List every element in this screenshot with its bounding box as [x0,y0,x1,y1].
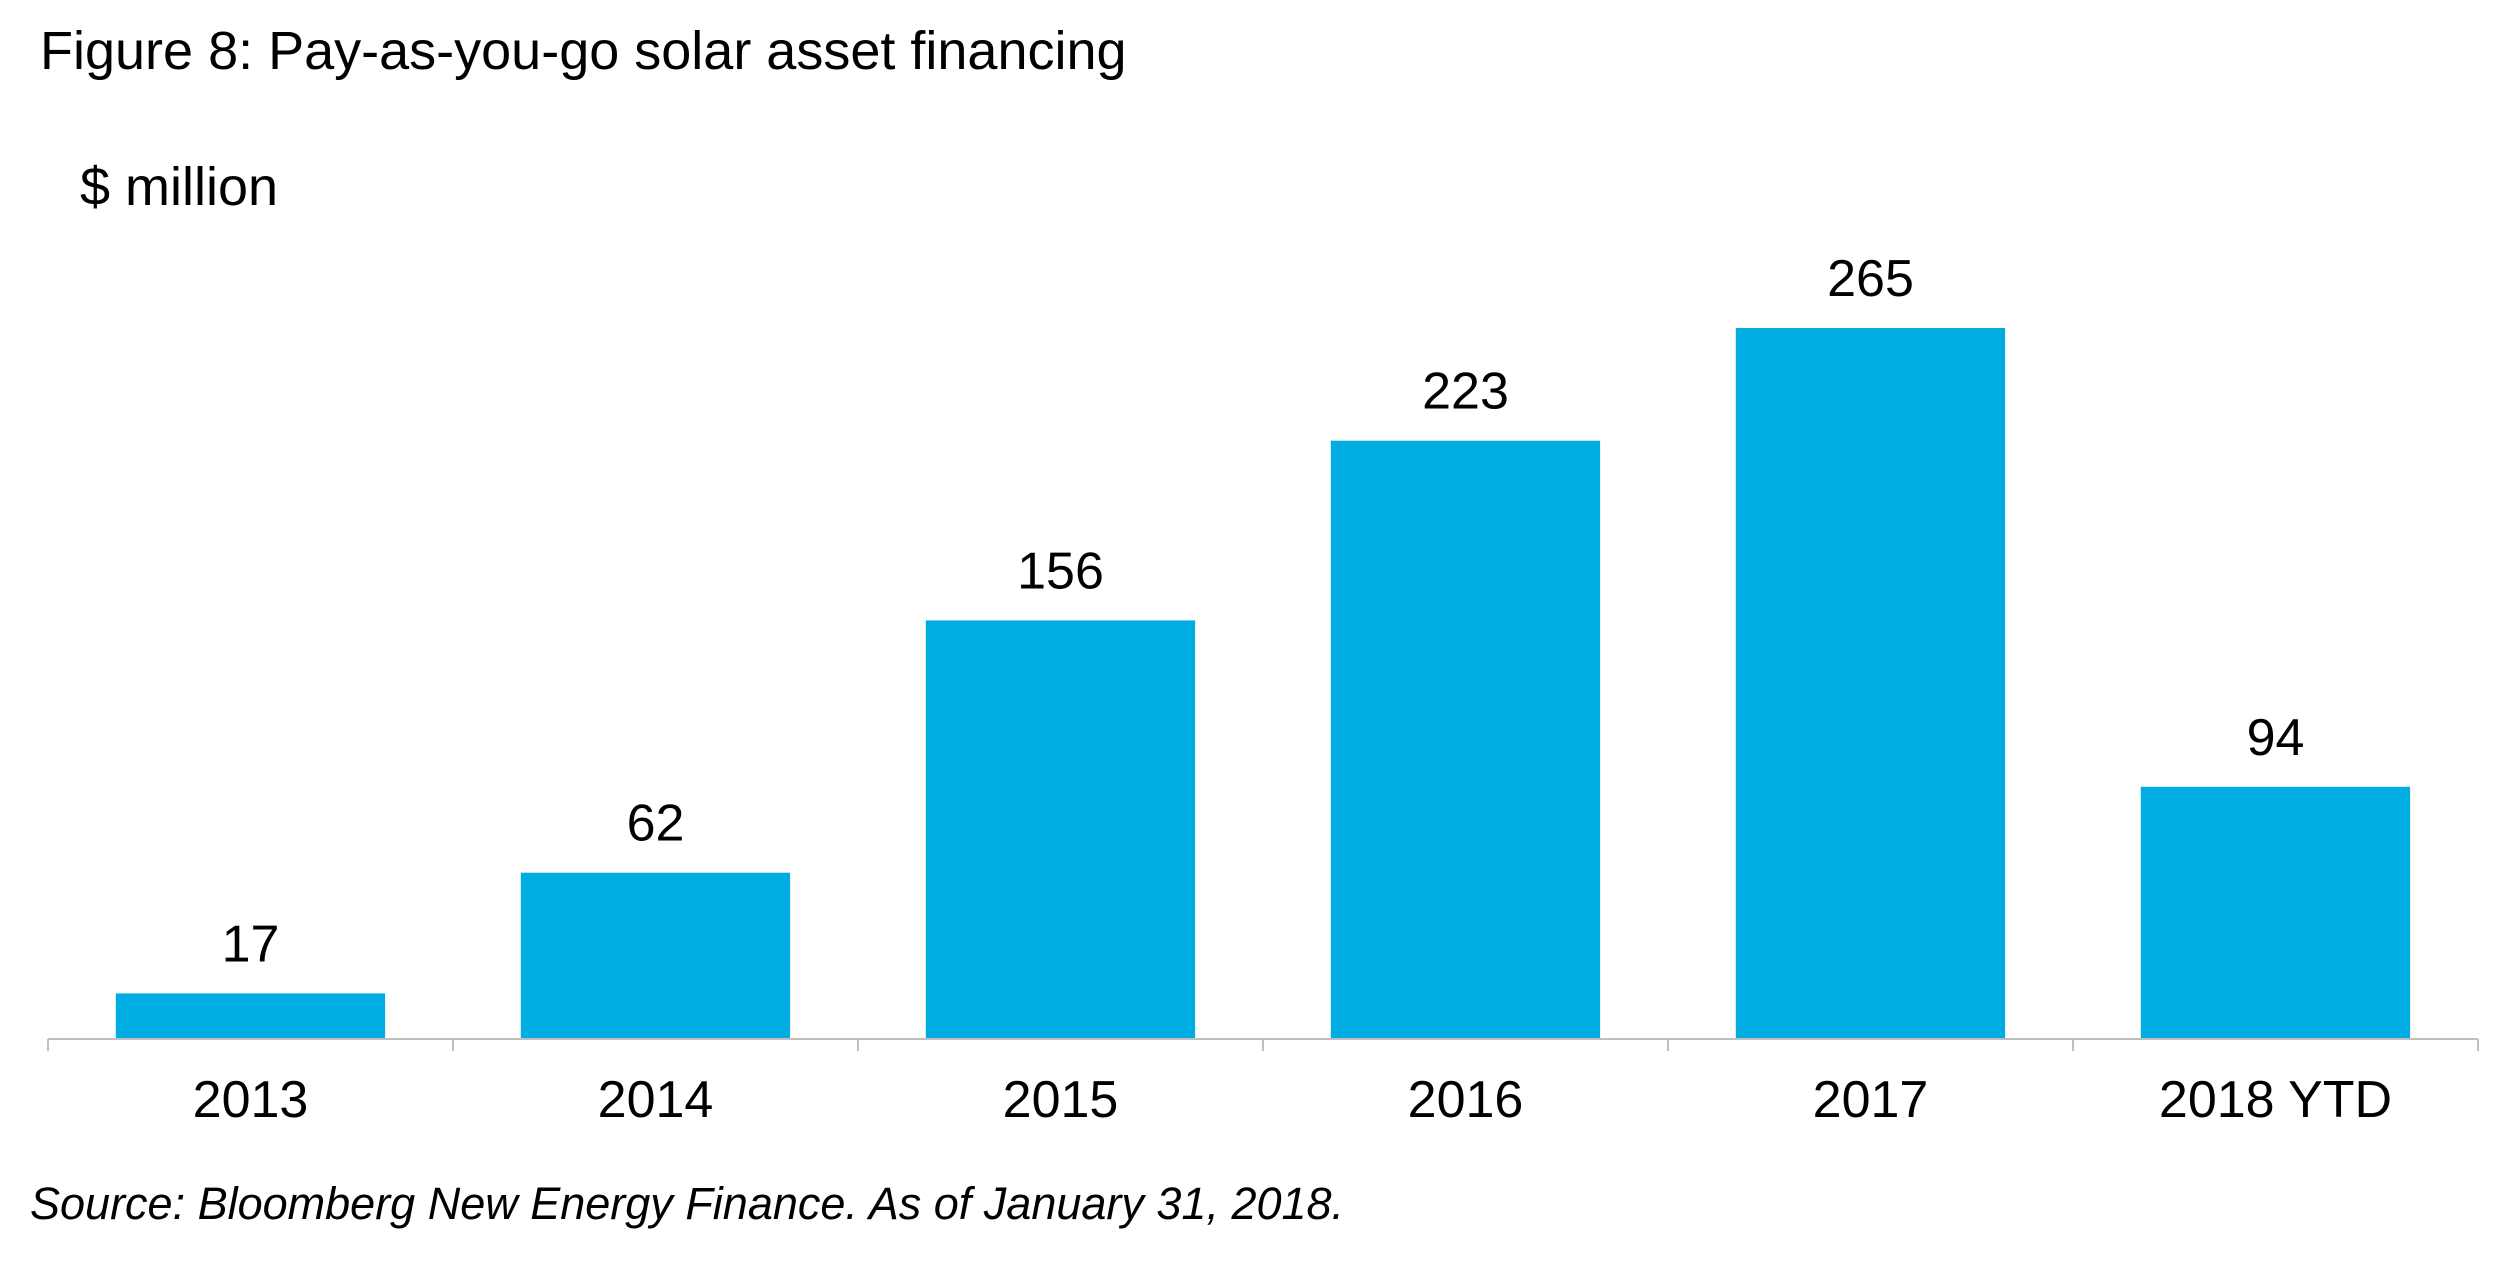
bars-layer [115,328,2411,1039]
bar-2018-ytd [2140,786,2411,1039]
bar-2017 [1735,328,2006,1039]
data-label: 94 [2247,709,2305,767]
x-tick-label: 2015 [1003,1071,1119,1129]
x-tick-label: 2014 [598,1071,714,1129]
bar-2016 [1330,440,1601,1039]
data-label: 265 [1827,250,1914,308]
data-label: 156 [1017,542,1104,600]
x-tick-label: 2013 [193,1071,309,1129]
bar-2013 [115,993,386,1039]
data-label: 62 [627,795,685,853]
bar-2015 [925,620,1196,1039]
data-labels-layer: 17 62 156 223 265 94 [222,250,2305,973]
source-note: Source: Bloomberg New Energy Finance. As… [30,1178,1345,1229]
x-tick-labels: 2013 2014 2015 2016 2017 2018 YTD [193,1071,2392,1129]
x-tick-label: 2016 [1408,1071,1524,1129]
x-axis [47,1038,2479,1051]
data-label: 17 [222,915,280,973]
x-tick-label: 2017 [1813,1071,1929,1129]
y-axis-unit-label: $ million [80,157,279,217]
figure-title: Figure 8: Pay-as-you-go solar asset fina… [40,21,1127,81]
bar-2014 [520,872,791,1039]
data-label: 223 [1422,363,1509,421]
x-tick-label: 2018 YTD [2159,1071,2392,1129]
